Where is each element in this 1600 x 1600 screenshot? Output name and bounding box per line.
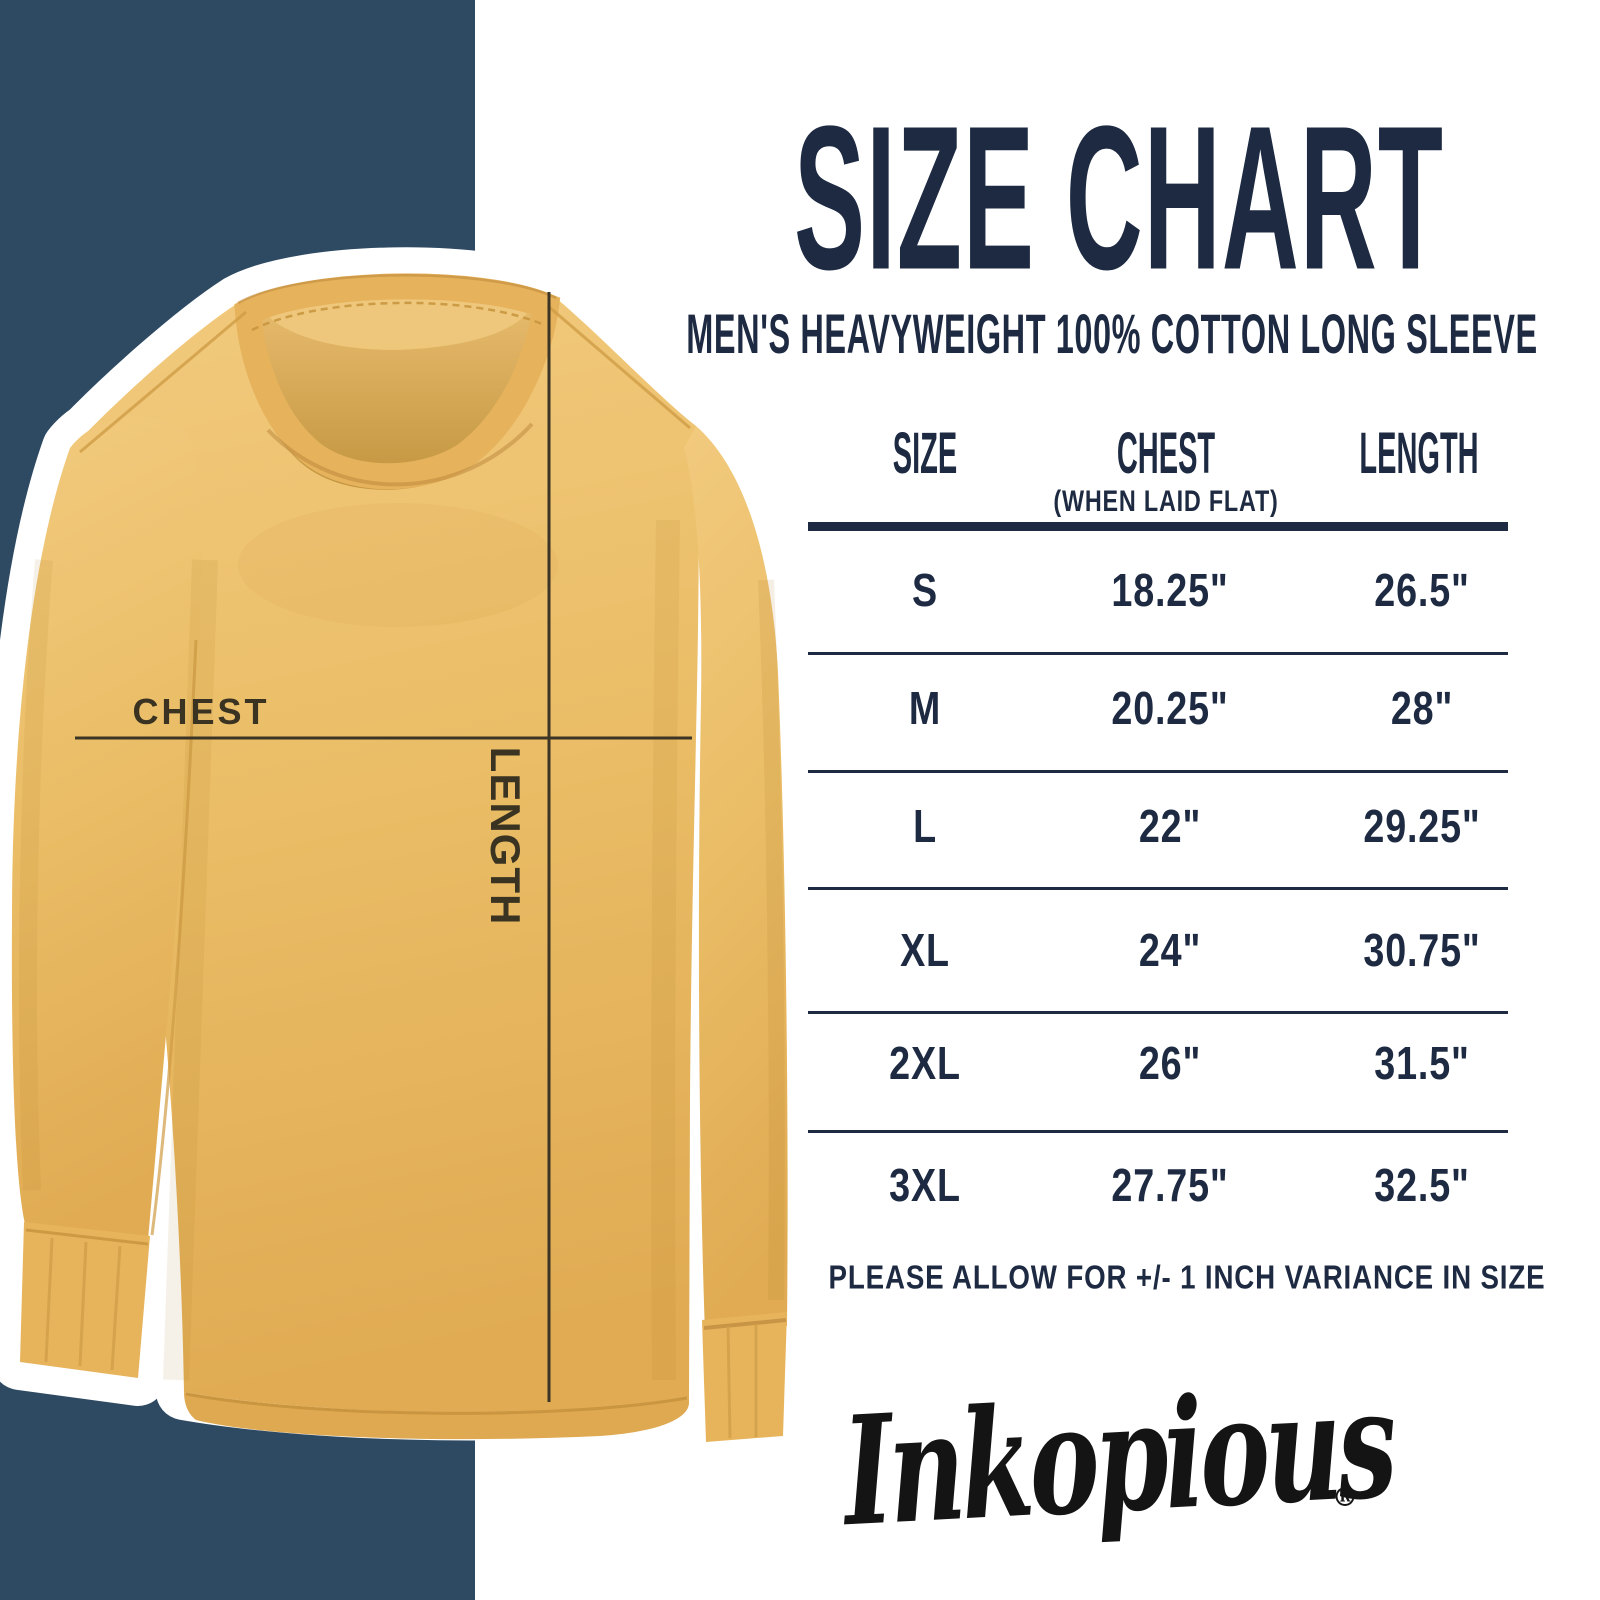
row-divider [808,1130,1508,1133]
shirt-photo [0,273,788,1442]
row-divider [808,1011,1508,1014]
length-measure-label: LENGTH [482,746,529,926]
row-divider [808,887,1508,890]
row-divider [808,652,1508,655]
chest-cell: 18.25" [1111,564,1229,616]
size-cell: M [908,682,942,734]
chest-measure-label: CHEST [132,691,270,732]
length-cell: 26.5" [1374,564,1470,616]
chest-cell: 20.25" [1111,682,1229,734]
size-cell: XL [900,924,950,976]
table-header-rule [808,522,1508,531]
variance-note: PLEASE ALLOW FOR +/- 1 INCH VARIANCE IN … [828,1258,1546,1296]
column-header-chest-note: (WHEN LAID FLAT) [1053,485,1279,518]
length-cell: 30.75" [1363,924,1481,976]
page-subtitle: MEN'S HEAVYWEIGHT 100% COTTON LONG SLEEV… [686,302,1538,365]
length-cell: 31.5" [1374,1037,1470,1089]
length-cell: 28" [1390,682,1454,734]
column-header-length: LENGTH [1359,421,1479,486]
brand-logo: Inkopious [839,1355,1397,1561]
registered-trademark-icon: ® [1332,1483,1358,1513]
size-cell: S [912,564,938,616]
chest-cell: 24" [1138,924,1202,976]
chest-cell: 27.75" [1111,1159,1229,1211]
column-header-chest: CHEST [1116,421,1216,486]
length-cell: 29.25" [1363,800,1481,852]
length-cell: 32.5" [1374,1159,1470,1211]
chest-cell: 22" [1138,800,1202,852]
size-cell: L [913,800,937,852]
chest-cell: 26" [1138,1037,1202,1089]
column-header-size: SIZE [892,421,958,486]
size-cell: 2XL [889,1037,961,1089]
shirt-collar [234,273,561,490]
measurement-lines [75,292,692,1402]
page-title: SIZE CHART [794,83,1444,313]
shirt-body-group [11,273,788,1442]
size-cell: 3XL [889,1159,961,1211]
row-divider [808,770,1508,773]
